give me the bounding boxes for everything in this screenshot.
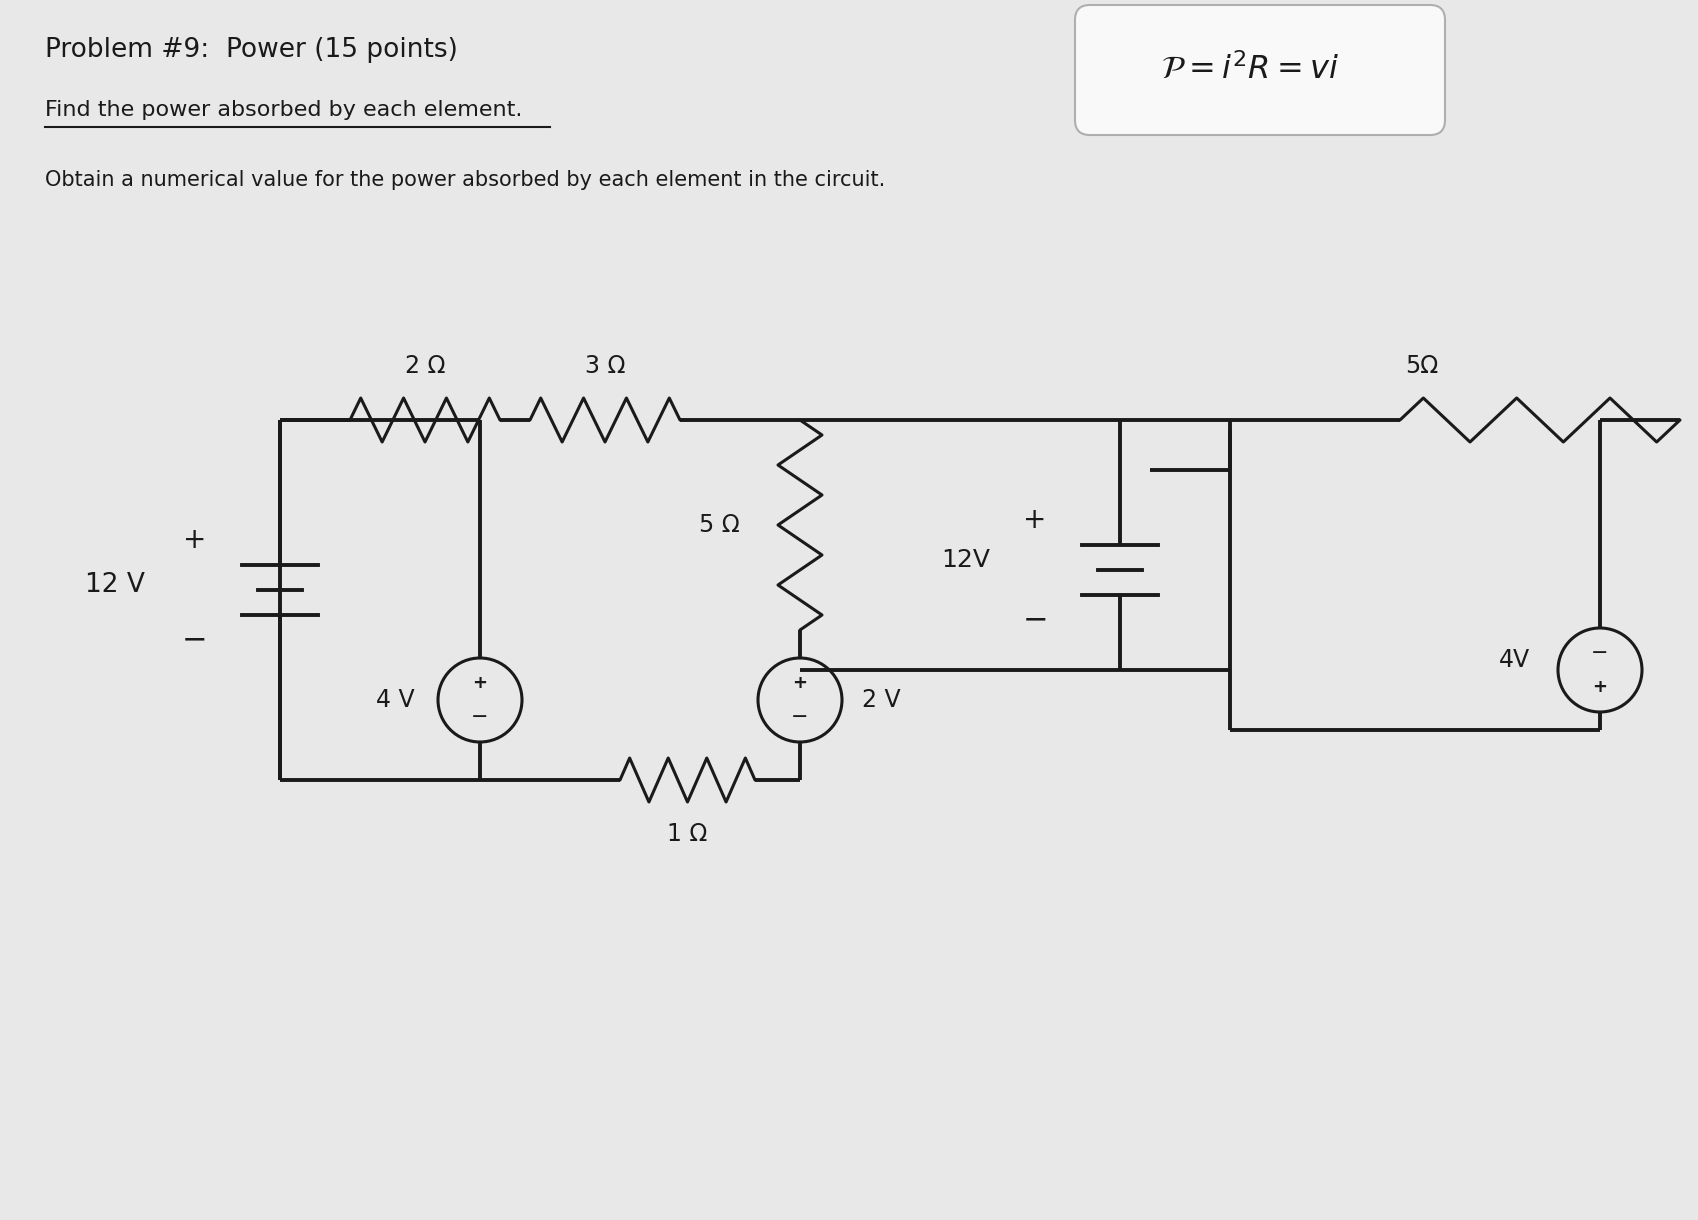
Text: 3 Ω: 3 Ω bbox=[584, 354, 625, 378]
Text: −: − bbox=[1591, 643, 1608, 662]
Text: +: + bbox=[472, 673, 487, 692]
Text: 4V: 4V bbox=[1498, 648, 1530, 672]
Text: −: − bbox=[1022, 605, 1048, 634]
Text: Find the power absorbed by each element.: Find the power absorbed by each element. bbox=[44, 100, 521, 120]
Text: Problem #9:  Power (15 points): Problem #9: Power (15 points) bbox=[44, 37, 457, 63]
Text: 2 Ω: 2 Ω bbox=[404, 354, 445, 378]
Text: −: − bbox=[791, 708, 808, 727]
Text: 2 V: 2 V bbox=[861, 688, 900, 712]
Text: Obtain a numerical value for the power absorbed by each element in the circuit.: Obtain a numerical value for the power a… bbox=[44, 170, 885, 190]
Text: −: − bbox=[470, 708, 489, 727]
Text: $\mathcal{P} = i^2R = vi$: $\mathcal{P} = i^2R = vi$ bbox=[1160, 54, 1338, 87]
FancyBboxPatch shape bbox=[1075, 5, 1445, 135]
Text: 1 Ω: 1 Ω bbox=[667, 822, 708, 845]
Text: 12V: 12V bbox=[941, 548, 990, 572]
Text: +: + bbox=[183, 526, 207, 554]
Text: 12 V: 12 V bbox=[85, 572, 144, 598]
Text: +: + bbox=[1591, 678, 1606, 695]
Text: 5 Ω: 5 Ω bbox=[700, 512, 740, 537]
Text: 4 V: 4 V bbox=[377, 688, 414, 712]
Text: 5Ω: 5Ω bbox=[1404, 354, 1438, 378]
Text: +: + bbox=[1022, 506, 1046, 534]
Text: +: + bbox=[791, 673, 807, 692]
Text: −: − bbox=[182, 626, 207, 654]
